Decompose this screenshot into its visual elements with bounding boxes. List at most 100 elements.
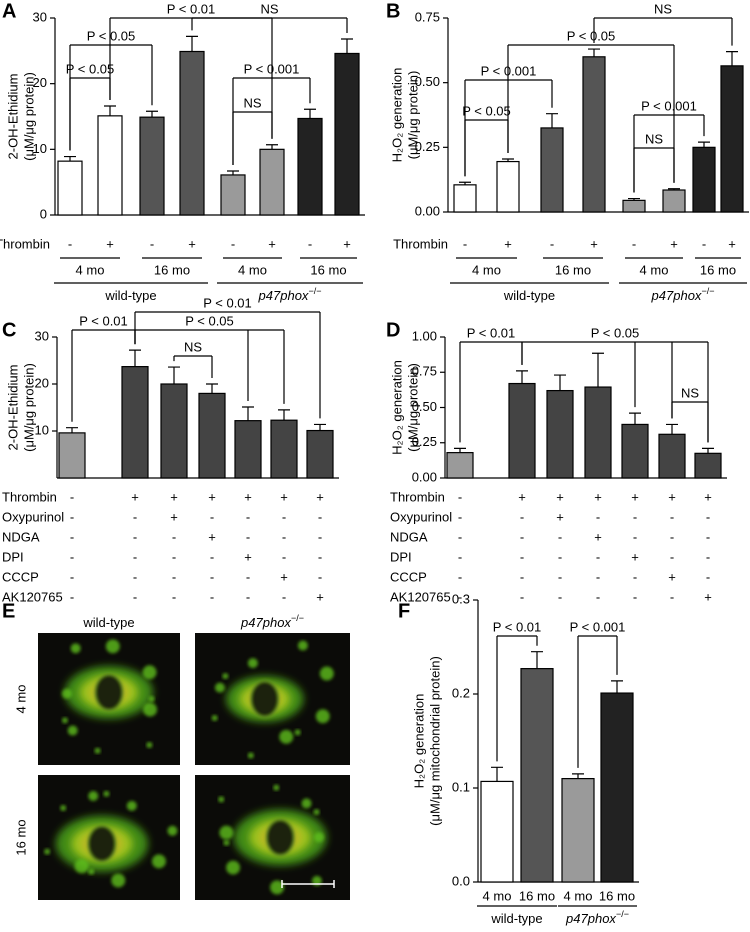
row-sign: - xyxy=(458,529,462,544)
row-sign: + xyxy=(280,489,288,504)
error-bar xyxy=(186,35,198,52)
mito-cluster xyxy=(44,848,51,855)
panel-label: E xyxy=(2,600,15,622)
row-label: 16 mo xyxy=(13,819,28,855)
bar xyxy=(446,452,474,479)
bar xyxy=(600,692,634,883)
genotype-name: p47phox xyxy=(651,288,702,303)
significance-label: P < 0.001 xyxy=(570,619,626,634)
row-sign: - xyxy=(633,529,637,544)
row-sign: - xyxy=(282,509,286,524)
row-sign: - xyxy=(458,549,462,564)
error-bar xyxy=(666,423,678,435)
row-sign: + xyxy=(343,236,351,251)
significance-label: P < 0.01 xyxy=(467,325,516,340)
row-sign: + xyxy=(316,589,324,604)
error-bar xyxy=(341,38,353,54)
nucleus xyxy=(250,680,280,718)
y-tick-label: 0.25 xyxy=(412,434,437,449)
row-sign: + xyxy=(268,236,276,251)
error-bar xyxy=(242,406,254,421)
mito-cluster xyxy=(279,729,294,744)
y-tick-label: 0.50 xyxy=(412,399,437,414)
row-sign: - xyxy=(596,569,600,584)
row-sign: - xyxy=(318,509,322,524)
mito-cluster xyxy=(301,798,312,809)
row-sign: - xyxy=(706,509,710,524)
row-sign: + xyxy=(670,236,678,251)
genotype-superscript: −/− xyxy=(291,613,304,623)
genotype-label: wild-type xyxy=(503,288,555,303)
mito-cluster xyxy=(70,643,81,654)
row-sign: - xyxy=(458,509,462,524)
significance-label: P < 0.05 xyxy=(567,28,616,43)
error-bar xyxy=(129,349,141,367)
mito-cluster xyxy=(247,658,258,669)
y-axis-label: (μM/μg protein) xyxy=(21,72,36,161)
row-sign: - xyxy=(172,529,176,544)
genotype-superscript: −/− xyxy=(616,909,629,919)
panel-label: F xyxy=(398,600,410,622)
y-tick-label: 1.00 xyxy=(412,328,437,343)
row-sign: - xyxy=(68,236,72,251)
row-sign: - xyxy=(520,589,524,604)
bar xyxy=(306,429,334,479)
row-sign: + xyxy=(704,589,712,604)
y-tick-label: 0.00 xyxy=(412,469,437,484)
row-sign: - xyxy=(670,589,674,604)
bar xyxy=(160,383,188,479)
genotype-label: wild-type xyxy=(82,615,134,630)
row-sign: - xyxy=(558,529,562,544)
mito-cluster xyxy=(143,702,158,717)
row-sign: + xyxy=(594,529,602,544)
group-label: 4 mo xyxy=(238,262,267,277)
mito-cluster xyxy=(226,860,241,875)
mito-cluster xyxy=(319,666,334,681)
row-sign: - xyxy=(318,569,322,584)
mito-cluster xyxy=(105,639,120,654)
genotype-label: wild-type xyxy=(104,288,156,303)
error-bar xyxy=(454,447,466,453)
row-sign: + xyxy=(208,529,216,544)
error-bar xyxy=(64,155,76,162)
row-sign: - xyxy=(670,509,674,524)
row-sign: - xyxy=(133,529,137,544)
row-sign: + xyxy=(316,489,324,504)
row-sign: - xyxy=(520,509,524,524)
significance-label: P < 0.01 xyxy=(493,619,542,634)
error-bar xyxy=(588,48,600,57)
mito-cluster xyxy=(167,825,178,836)
row-label: CCCP xyxy=(390,569,427,584)
bar xyxy=(662,189,686,213)
significance-label: P < 0.001 xyxy=(641,98,697,113)
bar xyxy=(121,366,149,479)
group-label: 16 mo xyxy=(599,888,635,903)
row-sign: - xyxy=(246,569,250,584)
mito-cluster xyxy=(61,717,68,724)
nucleus xyxy=(87,825,117,863)
error-bar xyxy=(104,105,116,116)
mito-cluster xyxy=(111,873,126,888)
significance-label: NS xyxy=(645,131,663,146)
row-sign: + xyxy=(668,489,676,504)
mito-cluster xyxy=(126,800,137,811)
significance-bracket xyxy=(191,17,348,34)
row-sign: - xyxy=(463,236,467,251)
genotype-label: p47phox−/− xyxy=(258,286,322,303)
bar xyxy=(57,160,83,216)
y-axis-label: H₂O₂ generation xyxy=(411,694,426,789)
row-label: Oxypurinol xyxy=(2,509,64,524)
row-sign: + xyxy=(704,489,712,504)
row-sign: + xyxy=(556,509,564,524)
genotype-label: p47phox−/− xyxy=(565,909,629,926)
mito-cluster xyxy=(88,791,99,802)
row-sign: - xyxy=(706,549,710,564)
row-sign: - xyxy=(633,509,637,524)
bar xyxy=(582,56,606,213)
genotype-name: p47phox xyxy=(258,288,309,303)
error-bar xyxy=(698,141,710,148)
panel-label: A xyxy=(2,0,16,22)
error-bar xyxy=(266,144,278,150)
y-tick-label: 0.50 xyxy=(415,74,440,89)
bar xyxy=(97,115,123,216)
